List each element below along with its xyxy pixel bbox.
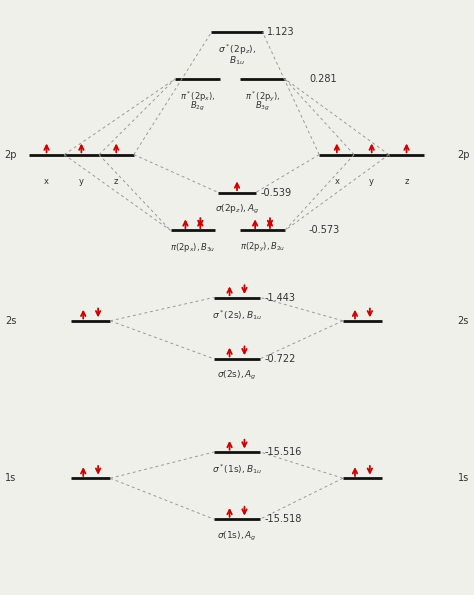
Text: z: z bbox=[114, 177, 118, 186]
Text: $\sigma(2\mathrm{s}), A_g$: $\sigma(2\mathrm{s}), A_g$ bbox=[217, 369, 257, 383]
Text: -15.516: -15.516 bbox=[265, 447, 302, 457]
Text: $\sigma^*(2\mathrm{s}), B_{1u}$: $\sigma^*(2\mathrm{s}), B_{1u}$ bbox=[212, 308, 262, 322]
Text: $\sigma^*(2\mathrm{p}_z),$: $\sigma^*(2\mathrm{p}_z),$ bbox=[218, 43, 256, 57]
Text: 2s: 2s bbox=[457, 316, 469, 326]
Text: 1s: 1s bbox=[5, 473, 16, 483]
Text: $\pi^*(2\mathrm{p}_x),$: $\pi^*(2\mathrm{p}_x),$ bbox=[180, 89, 215, 104]
Text: -0.539: -0.539 bbox=[260, 187, 292, 198]
Text: $\sigma(1\mathrm{s}), A_g$: $\sigma(1\mathrm{s}), A_g$ bbox=[217, 530, 257, 543]
Text: -0.722: -0.722 bbox=[265, 353, 296, 364]
Text: 2p: 2p bbox=[457, 149, 470, 159]
Text: $B_{2g}$: $B_{2g}$ bbox=[190, 100, 205, 113]
Text: 2p: 2p bbox=[4, 149, 16, 159]
Text: $\sigma(2\mathrm{p}_z), A_g$: $\sigma(2\mathrm{p}_z), A_g$ bbox=[215, 203, 259, 216]
Text: -0.573: -0.573 bbox=[309, 226, 340, 236]
Text: y: y bbox=[79, 177, 84, 186]
Text: x: x bbox=[44, 177, 49, 186]
Text: z: z bbox=[404, 177, 409, 186]
Text: $\pi(2\mathrm{p}_x), B_{3u}$: $\pi(2\mathrm{p}_x), B_{3u}$ bbox=[170, 241, 216, 254]
Text: $B_{3g}$: $B_{3g}$ bbox=[255, 100, 270, 113]
Text: y: y bbox=[369, 177, 374, 186]
Text: 1.123: 1.123 bbox=[267, 27, 295, 37]
Text: 2s: 2s bbox=[5, 316, 16, 326]
Text: 1s: 1s bbox=[457, 473, 469, 483]
Text: x: x bbox=[334, 177, 339, 186]
Text: -15.518: -15.518 bbox=[265, 514, 302, 524]
Text: $\sigma^*(1\mathrm{s}), B_{1u}$: $\sigma^*(1\mathrm{s}), B_{1u}$ bbox=[212, 462, 262, 477]
Text: $\pi^*(2\mathrm{p}_y),$: $\pi^*(2\mathrm{p}_y),$ bbox=[245, 89, 281, 104]
Text: 0.281: 0.281 bbox=[309, 74, 337, 84]
Text: $\pi(2\mathrm{p}_y), B_{2u}$: $\pi(2\mathrm{p}_y), B_{2u}$ bbox=[240, 241, 285, 254]
Text: $B_{1u}$: $B_{1u}$ bbox=[229, 54, 245, 67]
Text: -1.443: -1.443 bbox=[265, 293, 296, 302]
